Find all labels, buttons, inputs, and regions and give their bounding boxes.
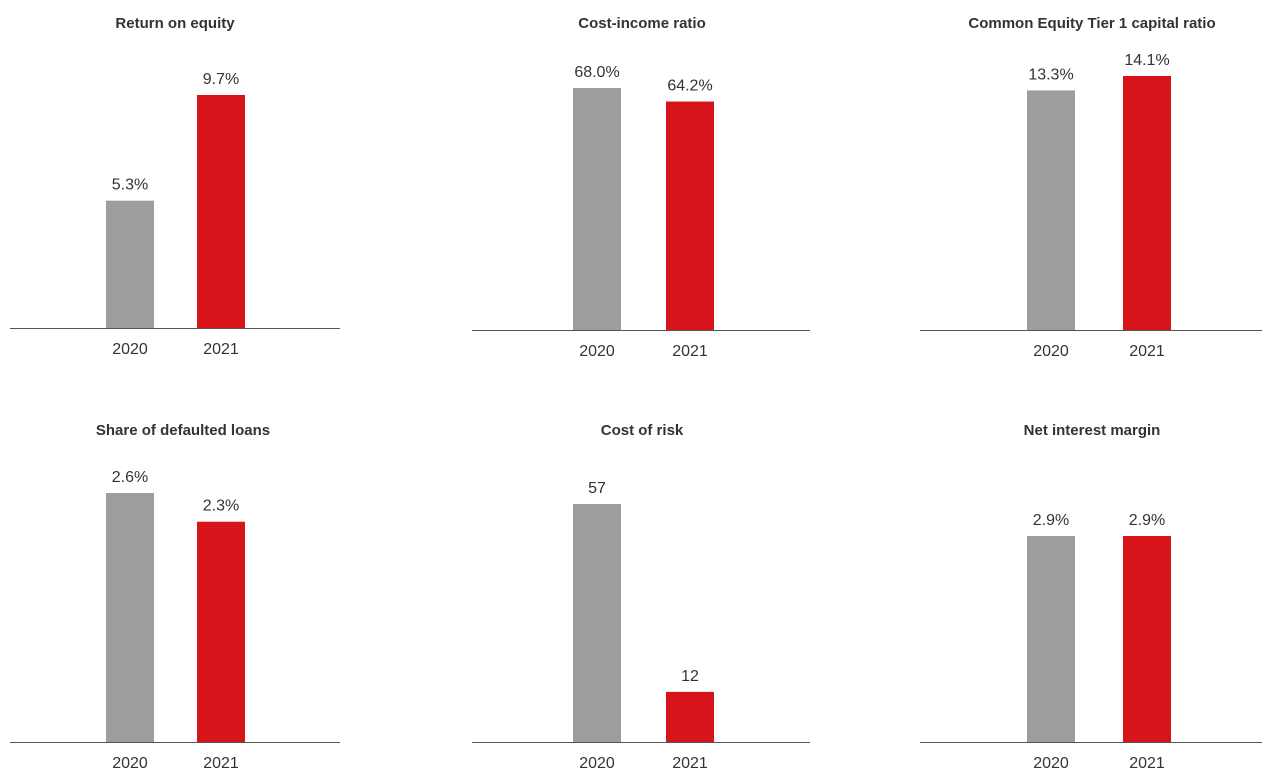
data-label: 2.3% <box>203 498 239 515</box>
data-label: 57 <box>588 480 606 497</box>
chart-title: Common Equity Tier 1 capital ratio <box>968 15 1215 32</box>
tick-label: 2021 <box>1129 343 1165 360</box>
bar-2021 <box>1123 76 1171 330</box>
data-label: 2.9% <box>1129 512 1165 529</box>
chart-title: Net interest margin <box>1024 422 1161 439</box>
tick-label: 2020 <box>112 755 148 769</box>
data-label: 12 <box>681 668 699 685</box>
bar-2021 <box>666 101 714 330</box>
bar-2021 <box>1123 536 1171 742</box>
tick-label: 2020 <box>1033 343 1069 360</box>
bar-2020 <box>106 200 154 328</box>
bar-2021 <box>666 691 714 742</box>
data-label: 14.1% <box>1124 52 1169 69</box>
tick-label: 2021 <box>203 341 239 358</box>
data-label: 2.9% <box>1033 512 1069 529</box>
chart-cost-of-risk: Cost of risk 57 2020 12 2021 <box>472 422 810 769</box>
tick-label: 2020 <box>579 755 615 769</box>
bar-2021 <box>197 521 245 742</box>
tick-label: 2020 <box>1033 755 1069 769</box>
chart-net-interest-margin: Net interest margin 2.9% 2020 2.9% 2021 <box>920 422 1262 769</box>
tick-label: 2020 <box>579 343 615 360</box>
data-label: 5.3% <box>112 177 148 194</box>
data-label: 64.2% <box>667 78 712 95</box>
bar-2020 <box>573 88 621 330</box>
tick-label: 2021 <box>203 755 239 769</box>
chart-title: Return on equity <box>115 15 235 32</box>
chart-title: Share of defaulted loans <box>96 422 270 439</box>
chart-defaulted-loans: Share of defaulted loans 2.6% 2020 2.3% 2021 <box>10 422 340 769</box>
chart-return-on-equity: Return on equity 5.3% 2020 9.7% 2021 <box>10 15 340 358</box>
bar-2020 <box>573 504 621 742</box>
tick-label: 2020 <box>112 341 148 358</box>
data-label: 68.0% <box>574 64 619 81</box>
chart-title: Cost of risk <box>601 422 684 439</box>
data-label: 9.7% <box>203 71 239 88</box>
data-label: 2.6% <box>112 469 148 486</box>
chart-cost-income-ratio: Cost-income ratio 68.0% 2020 64.2% 2021 <box>472 15 810 360</box>
bar-2021 <box>197 95 245 328</box>
chart-cet1-ratio: Common Equity Tier 1 capital ratio 13.3% 2… <box>920 15 1262 360</box>
data-label: 13.3% <box>1028 66 1073 83</box>
chart-title: Cost-income ratio <box>578 15 706 32</box>
bar-2020 <box>1027 90 1075 330</box>
tick-label: 2021 <box>1129 755 1165 769</box>
bar-2020 <box>1027 536 1075 742</box>
bar-2020 <box>106 493 154 742</box>
tick-label: 2021 <box>672 755 708 769</box>
tick-label: 2021 <box>672 343 708 360</box>
